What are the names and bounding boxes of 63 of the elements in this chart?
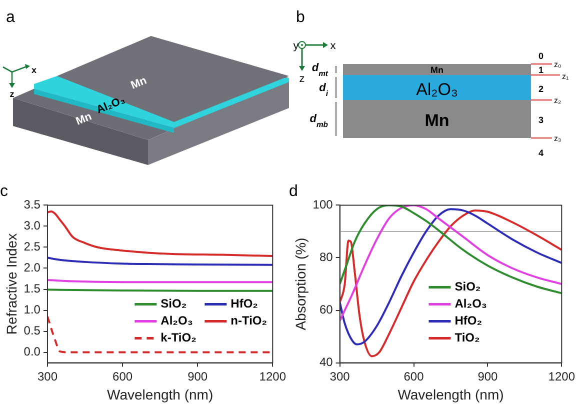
line-series [47,210,273,258]
text: x [330,40,336,52]
text: 3 [538,115,544,125]
x-tick-label: 300 [330,369,350,384]
text: 1 [538,65,544,75]
text: a [6,9,15,26]
x-tick-label: 1200 [548,369,576,384]
text: z₀ [554,60,562,69]
legend-label: Al₂O₃ [454,296,487,311]
line-series [340,205,562,294]
text: 0 [538,51,544,61]
text: 4 [538,148,544,158]
text: Mn [430,65,444,75]
legend-label: Al₂O₃ [160,314,193,328]
y-axis-title: Absorption (%) [292,238,308,330]
x-axis-title: Wavelength (nm) [107,386,214,402]
y-axis-title: Refractive Index [3,233,20,335]
text: z [299,73,305,85]
y-tick-label: 80 [319,250,334,264]
text: Mn [424,111,450,130]
y-tick-label: 1.0 [24,302,41,317]
text: z₃ [554,134,562,143]
y-tick-label: 1.5 [24,282,41,296]
chart-title: c [0,183,8,200]
y-tick-label: 0.0 [24,344,41,359]
text: z₂ [554,96,562,105]
legend-label: SiO₂ [454,280,481,294]
text: b [296,9,305,26]
x-tick-label: 900 [188,369,208,384]
text: Al₂O₃ [94,94,127,116]
text: Mn [129,74,149,92]
text: Mn [74,110,94,128]
x-tick-label: 900 [478,369,498,384]
y-tick-label: 3.0 [24,218,41,233]
text: d$_{i}$ [319,82,329,98]
x-tick-label: 600 [404,369,424,384]
text: Al₂O₃ [416,80,458,99]
y-tick-label: 3.5 [24,198,41,212]
y-tick-label: 2.0 [24,260,41,275]
legend-label: HfO₂ [230,296,258,311]
x-axis-title: Wavelength (nm) [398,386,504,402]
text: d$_{mt}$ [312,62,328,78]
x-tick-label: 300 [37,369,58,384]
y-tick-label: 100 [312,198,334,212]
legend-label: n-TiO₂ [230,314,268,328]
legend-label: TiO₂ [454,330,480,345]
text: 2 [538,84,544,94]
y-tick-label: 60 [319,302,334,317]
legend-label: k-TiO₂ [160,330,196,345]
text: y [293,40,300,52]
text: d$_{mb}$ [310,113,328,128]
chart-title: d [289,183,298,200]
x-tick-label: 1200 [259,369,286,384]
y-tick-label: 0.5 [24,324,41,338]
x-tick-label: 600 [112,369,133,384]
legend-label: SiO₂ [160,296,187,311]
text: z₁ [562,72,569,81]
y-tick-label: 40 [319,355,334,370]
line-series [47,256,273,266]
text: x [31,65,37,75]
y-tick-label: 2.5 [24,240,41,254]
text: z [10,89,15,99]
legend-label: HfO₂ [454,314,482,328]
